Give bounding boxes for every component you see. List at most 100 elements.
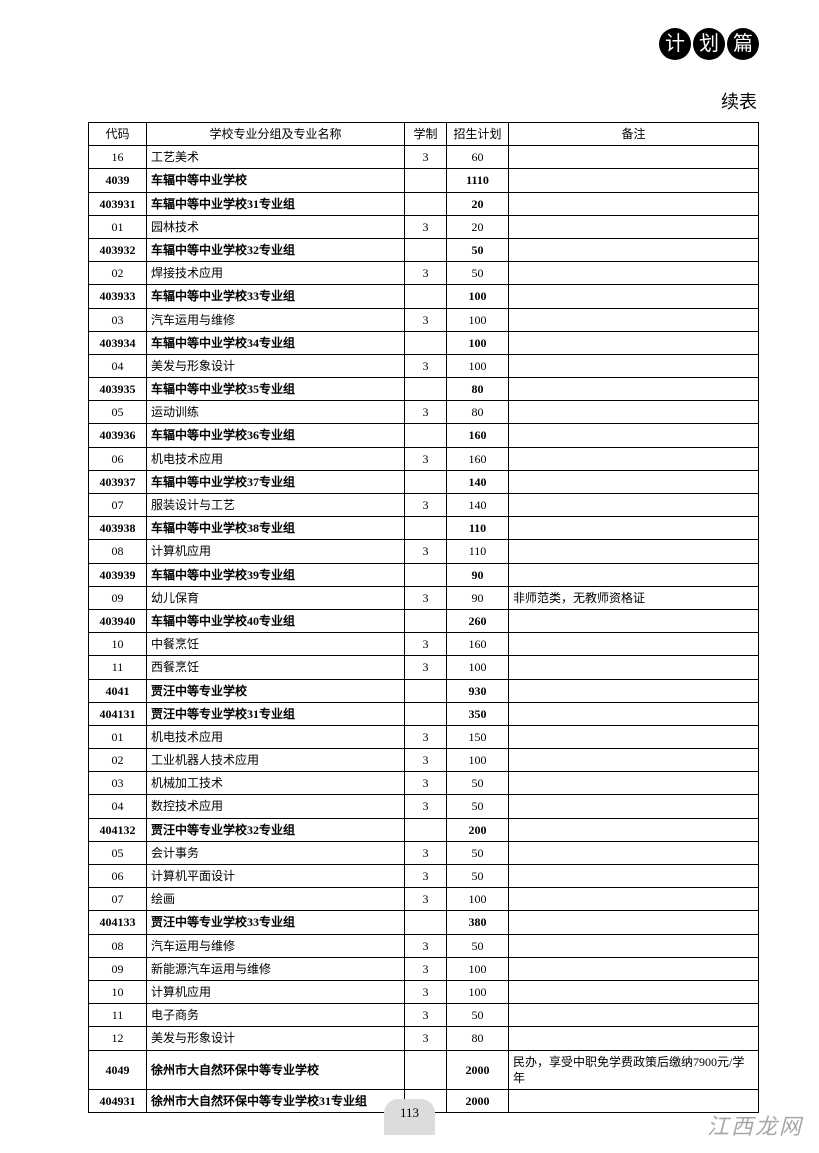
cell-duration: 3 [405, 772, 447, 795]
cell-name: 机电技术应用 [147, 725, 405, 748]
table-row: 403936车辐中等中业学校36专业组160 [89, 424, 759, 447]
cell-plan: 50 [447, 934, 509, 957]
cell-code: 403933 [89, 285, 147, 308]
cell-code: 403939 [89, 563, 147, 586]
table-row: 11电子商务350 [89, 1004, 759, 1027]
cell-plan: 100 [447, 888, 509, 911]
table-row: 403935车辐中等中业学校35专业组80 [89, 378, 759, 401]
cell-note [509, 354, 759, 377]
cell-duration [405, 517, 447, 540]
cell-name: 汽车运用与维修 [147, 934, 405, 957]
cell-name: 车辐中等中业学校34专业组 [147, 331, 405, 354]
cell-plan: 80 [447, 1027, 509, 1050]
cell-plan: 50 [447, 262, 509, 285]
stamp-char-2: 划 [693, 28, 725, 60]
cell-code: 01 [89, 215, 147, 238]
cell-plan: 90 [447, 563, 509, 586]
cell-plan: 110 [447, 540, 509, 563]
cell-code: 05 [89, 401, 147, 424]
admissions-table: 代码 学校专业分组及专业名称 学制 招生计划 备注 16工艺美术3604039车… [88, 122, 759, 1113]
table-row: 12美发与形象设计380 [89, 1027, 759, 1050]
cell-name: 车辐中等中业学校37专业组 [147, 470, 405, 493]
cell-name: 车辐中等中业学校32专业组 [147, 238, 405, 261]
cell-code: 02 [89, 262, 147, 285]
cell-name: 美发与形象设计 [147, 1027, 405, 1050]
cell-note [509, 470, 759, 493]
cell-note [509, 285, 759, 308]
cell-note [509, 957, 759, 980]
cell-name: 机械加工技术 [147, 772, 405, 795]
cell-code: 09 [89, 586, 147, 609]
col-header-note: 备注 [509, 123, 759, 146]
cell-duration: 3 [405, 401, 447, 424]
cell-duration: 3 [405, 540, 447, 563]
cell-name: 数控技术应用 [147, 795, 405, 818]
cell-duration [405, 818, 447, 841]
cell-note [509, 540, 759, 563]
table-row: 06机电技术应用3160 [89, 447, 759, 470]
cell-plan: 20 [447, 192, 509, 215]
cell-plan: 160 [447, 424, 509, 447]
cell-duration [405, 331, 447, 354]
cell-plan: 100 [447, 285, 509, 308]
cell-name: 计算机平面设计 [147, 865, 405, 888]
continuation-label: 续表 [88, 88, 759, 114]
table-row: 403931车辐中等中业学校31专业组 20 [89, 192, 759, 215]
cell-code: 03 [89, 772, 147, 795]
cell-name: 服装设计与工艺 [147, 494, 405, 517]
cell-duration: 3 [405, 586, 447, 609]
cell-plan: 100 [447, 656, 509, 679]
cell-name: 机电技术应用 [147, 447, 405, 470]
table-row: 403932车辐中等中业学校32专业组50 [89, 238, 759, 261]
cell-duration [405, 470, 447, 493]
cell-note [509, 146, 759, 169]
cell-note: 非师范类，无教师资格证 [509, 586, 759, 609]
cell-name: 车辐中等中业学校36专业组 [147, 424, 405, 447]
table-body: 16工艺美术3604039车辐中等中业学校1110403931车辐中等中业学校3… [89, 146, 759, 1113]
cell-code: 403940 [89, 609, 147, 632]
cell-note [509, 888, 759, 911]
table-row: 01机电技术应用3150 [89, 725, 759, 748]
cell-name: 徐州市大自然环保中等专业学校 [147, 1050, 405, 1089]
cell-code: 403938 [89, 517, 147, 540]
cell-plan: 260 [447, 609, 509, 632]
cell-code: 403931 [89, 192, 147, 215]
cell-plan: 80 [447, 401, 509, 424]
table-row: 06计算机平面设计350 [89, 865, 759, 888]
cell-note [509, 725, 759, 748]
cell-plan: 100 [447, 957, 509, 980]
cell-code: 03 [89, 308, 147, 331]
table-row: 02焊接技术应用350 [89, 262, 759, 285]
cell-plan: 50 [447, 865, 509, 888]
section-stamp: 计 划 篇 [659, 28, 759, 60]
cell-plan: 380 [447, 911, 509, 934]
cell-duration [405, 285, 447, 308]
cell-note [509, 679, 759, 702]
cell-code: 11 [89, 1004, 147, 1027]
cell-plan: 930 [447, 679, 509, 702]
cell-note [509, 563, 759, 586]
cell-duration: 3 [405, 865, 447, 888]
cell-note [509, 749, 759, 772]
table-row: 10计算机应用3100 [89, 980, 759, 1003]
cell-name: 车辐中等中业学校 [147, 169, 405, 192]
cell-duration: 3 [405, 656, 447, 679]
cell-note [509, 633, 759, 656]
cell-name: 工业机器人技术应用 [147, 749, 405, 772]
cell-code: 06 [89, 865, 147, 888]
table-row: 10中餐烹饪3160 [89, 633, 759, 656]
cell-name: 车辐中等中业学校31专业组 [147, 192, 405, 215]
cell-note [509, 308, 759, 331]
table-row: 404132贾汪中等专业学校32专业组200 [89, 818, 759, 841]
cell-name: 会计事务 [147, 841, 405, 864]
cell-name: 贾汪中等专业学校32专业组 [147, 818, 405, 841]
cell-duration: 3 [405, 795, 447, 818]
cell-code: 07 [89, 494, 147, 517]
cell-name: 车辐中等中业学校39专业组 [147, 563, 405, 586]
table-row: 09新能源汽车运用与维修3100 [89, 957, 759, 980]
cell-code: 4049 [89, 1050, 147, 1089]
table-row: 4039车辐中等中业学校1110 [89, 169, 759, 192]
watermark: 江西龙网 [707, 1109, 803, 1141]
cell-note [509, 795, 759, 818]
cell-plan: 140 [447, 470, 509, 493]
